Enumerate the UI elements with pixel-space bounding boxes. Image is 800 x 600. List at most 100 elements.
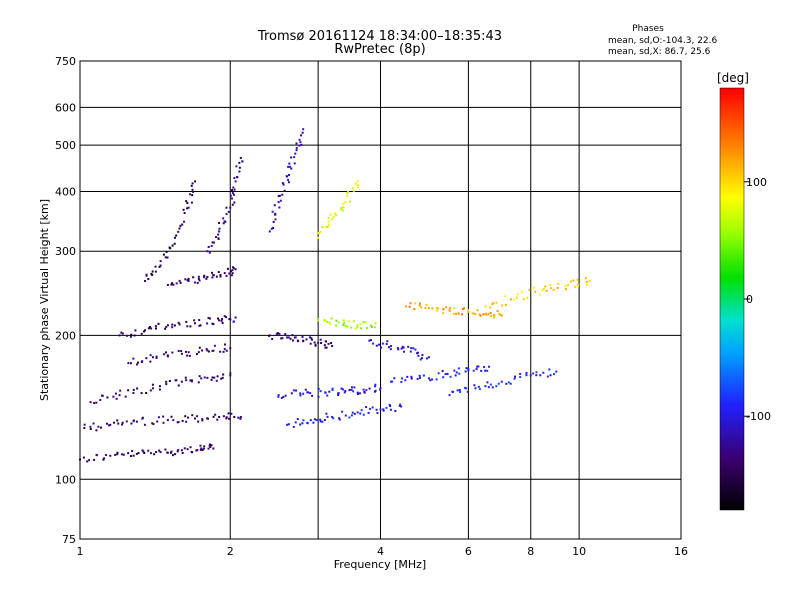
data-point — [89, 401, 92, 404]
data-point — [572, 279, 575, 282]
data-point — [367, 411, 370, 414]
data-point — [186, 448, 189, 451]
data-point — [329, 323, 332, 326]
data-point — [393, 377, 396, 380]
data-point — [130, 362, 133, 365]
data-point — [193, 319, 196, 322]
data-point — [491, 303, 494, 306]
data-point — [414, 348, 417, 351]
data-point — [239, 415, 242, 418]
data-point — [342, 202, 345, 205]
data-point — [567, 283, 570, 286]
data-point — [231, 269, 234, 272]
data-point — [186, 325, 189, 328]
data-point — [555, 370, 558, 373]
x-tick-label: 2 — [227, 545, 234, 558]
data-point — [197, 277, 200, 280]
data-point — [232, 267, 235, 270]
data-point — [548, 368, 551, 371]
data-point — [88, 459, 91, 462]
data-point — [198, 319, 201, 322]
data-point — [198, 324, 201, 327]
data-point — [299, 423, 302, 426]
data-point — [324, 346, 327, 349]
data-point — [284, 394, 287, 397]
data-point — [569, 280, 572, 283]
data-point — [296, 339, 299, 342]
data-point — [324, 391, 327, 394]
data-point — [274, 218, 277, 221]
data-point — [166, 283, 169, 286]
data-point — [350, 386, 353, 389]
data-point — [190, 380, 193, 383]
data-point — [234, 268, 237, 271]
data-point — [154, 265, 157, 268]
x-tick-label: 4 — [377, 545, 384, 558]
data-point — [277, 395, 280, 398]
data-point — [279, 199, 282, 202]
data-point — [206, 275, 209, 278]
data-point — [155, 355, 158, 358]
data-point — [213, 376, 216, 379]
data-point — [400, 380, 403, 383]
data-point — [482, 313, 485, 316]
data-point — [221, 376, 224, 379]
data-point — [522, 298, 525, 301]
data-point — [158, 449, 161, 452]
data-point — [212, 447, 215, 450]
data-point — [93, 402, 96, 405]
data-point — [327, 342, 330, 345]
data-point — [100, 426, 103, 429]
data-point — [219, 275, 222, 278]
data-point — [166, 354, 169, 357]
data-point — [212, 323, 215, 326]
data-point — [215, 236, 218, 239]
data-point — [397, 348, 400, 351]
data-point — [116, 451, 119, 454]
data-point — [350, 388, 353, 391]
data-point — [206, 349, 209, 352]
data-point — [311, 394, 314, 397]
data-point — [363, 390, 366, 393]
data-point — [185, 379, 188, 382]
data-point — [490, 314, 493, 317]
data-point — [557, 282, 560, 285]
data-point — [237, 416, 240, 419]
data-point — [382, 409, 385, 412]
data-point — [305, 338, 308, 341]
data-point — [130, 333, 133, 336]
data-point — [292, 339, 295, 342]
data-point — [302, 392, 305, 395]
data-point — [464, 386, 467, 389]
data-point — [334, 212, 337, 215]
data-point — [151, 270, 154, 273]
data-point — [223, 348, 226, 351]
data-point — [159, 260, 162, 263]
data-point — [102, 458, 105, 461]
data-point — [163, 353, 166, 356]
data-point — [206, 417, 209, 420]
data-point — [399, 403, 402, 406]
data-point — [302, 340, 305, 343]
y-axis: 750 600 500 400 300 200 100 75 — [55, 55, 76, 546]
data-point — [278, 194, 281, 197]
data-point — [137, 361, 140, 364]
data-point — [228, 417, 231, 420]
data-point — [228, 317, 231, 320]
data-point — [465, 387, 468, 390]
data-point — [380, 346, 383, 349]
data-point — [478, 388, 481, 391]
data-point — [293, 162, 296, 165]
data-point — [325, 346, 328, 349]
data-point — [351, 187, 354, 190]
data-point — [381, 342, 384, 345]
data-point — [184, 376, 187, 379]
data-point — [151, 383, 154, 386]
data-point — [298, 138, 301, 141]
data-point — [337, 321, 340, 324]
data-point — [177, 384, 180, 387]
data-point — [145, 391, 148, 394]
data-point — [324, 319, 327, 322]
data-point — [574, 285, 577, 288]
data-point — [207, 350, 210, 353]
